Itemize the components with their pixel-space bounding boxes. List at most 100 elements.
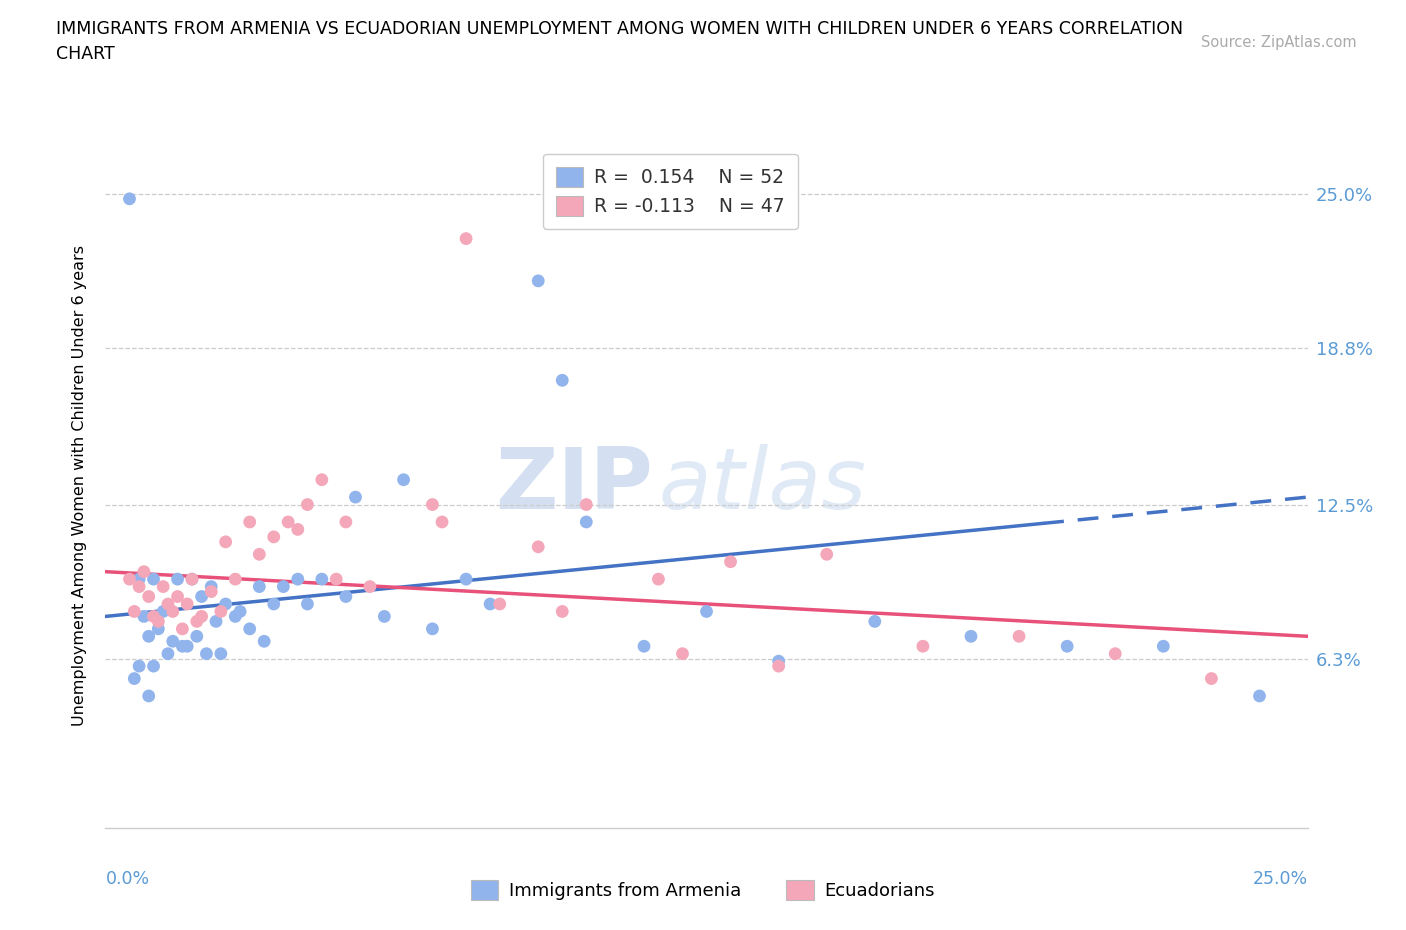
Point [488, 596, 510, 611]
Point [209, 646, 232, 661]
Point [224, 609, 246, 624]
Point [1152, 639, 1174, 654]
Point [186, 614, 208, 629]
Text: CHART: CHART [56, 45, 115, 62]
Point [138, 629, 160, 644]
Point [156, 646, 179, 661]
Point [1104, 646, 1126, 661]
Point [166, 572, 188, 587]
Point [205, 614, 228, 629]
Point [176, 596, 198, 611]
Point [551, 604, 574, 618]
Point [422, 498, 444, 512]
Text: IMMIGRANTS FROM ARMENIA VS ECUADORIAN UNEMPLOYMENT AMONG WOMEN WITH CHILDREN UND: IMMIGRANTS FROM ARMENIA VS ECUADORIAN UN… [56, 20, 1184, 38]
Point [224, 572, 246, 587]
Point [311, 472, 333, 487]
Point [768, 654, 790, 669]
Point [696, 604, 718, 618]
Point [815, 547, 838, 562]
Point [142, 658, 165, 673]
Point [195, 646, 218, 661]
Point [152, 579, 174, 594]
Point [132, 565, 155, 579]
Point [671, 646, 693, 661]
Point [118, 192, 141, 206]
Point [575, 514, 598, 529]
Point [128, 579, 150, 594]
Point [253, 634, 276, 649]
Point [454, 232, 477, 246]
Point [311, 572, 333, 587]
Point [647, 572, 669, 587]
Point [190, 609, 212, 624]
Point [186, 629, 208, 644]
Legend: Immigrants from Armenia, Ecuadorians: Immigrants from Armenia, Ecuadorians [464, 872, 942, 907]
Point [359, 579, 381, 594]
Point [344, 490, 367, 505]
Point [392, 472, 415, 487]
Point [335, 514, 357, 529]
Point [148, 614, 170, 629]
Point [214, 596, 236, 611]
Point [190, 589, 212, 604]
Point [263, 596, 285, 611]
Point [768, 658, 790, 673]
Point [1249, 688, 1271, 703]
Point [239, 514, 262, 529]
Point [200, 584, 222, 599]
Point [138, 688, 160, 703]
Point [124, 671, 146, 686]
Legend: R =  0.154    N = 52, R = -0.113    N = 47: R = 0.154 N = 52, R = -0.113 N = 47 [543, 153, 797, 229]
Text: Source: ZipAtlas.com: Source: ZipAtlas.com [1201, 35, 1357, 50]
Point [277, 514, 299, 529]
Point [422, 621, 444, 636]
Point [287, 522, 309, 537]
Point [287, 572, 309, 587]
Point [142, 609, 165, 624]
Point [209, 604, 232, 618]
Point [527, 273, 550, 288]
Point [263, 529, 285, 544]
Point [479, 596, 502, 611]
Point [200, 579, 222, 594]
Text: atlas: atlas [658, 445, 866, 527]
Point [633, 639, 655, 654]
Y-axis label: Unemployment Among Women with Children Under 6 years: Unemployment Among Women with Children U… [72, 246, 87, 726]
Point [128, 572, 150, 587]
Point [166, 589, 188, 604]
Point [863, 614, 886, 629]
Point [176, 639, 198, 654]
Point [325, 572, 347, 587]
Point [162, 604, 184, 618]
Point [575, 498, 598, 512]
Point [214, 535, 236, 550]
Point [172, 621, 194, 636]
Point [138, 589, 160, 604]
Text: 0.0%: 0.0% [105, 870, 149, 888]
Point [297, 596, 319, 611]
Point [132, 609, 155, 624]
Point [172, 639, 194, 654]
Point [162, 634, 184, 649]
Text: 25.0%: 25.0% [1253, 870, 1308, 888]
Point [454, 572, 477, 587]
Point [960, 629, 983, 644]
Point [911, 639, 934, 654]
Point [247, 547, 270, 562]
Point [181, 572, 204, 587]
Point [156, 596, 179, 611]
Point [430, 514, 453, 529]
Point [273, 579, 295, 594]
Point [527, 539, 550, 554]
Point [128, 658, 150, 673]
Point [720, 554, 742, 569]
Point [181, 572, 204, 587]
Point [239, 621, 262, 636]
Point [551, 373, 574, 388]
Point [152, 604, 174, 618]
Point [124, 604, 146, 618]
Text: ZIP: ZIP [495, 445, 652, 527]
Point [297, 498, 319, 512]
Point [148, 621, 170, 636]
Point [1008, 629, 1031, 644]
